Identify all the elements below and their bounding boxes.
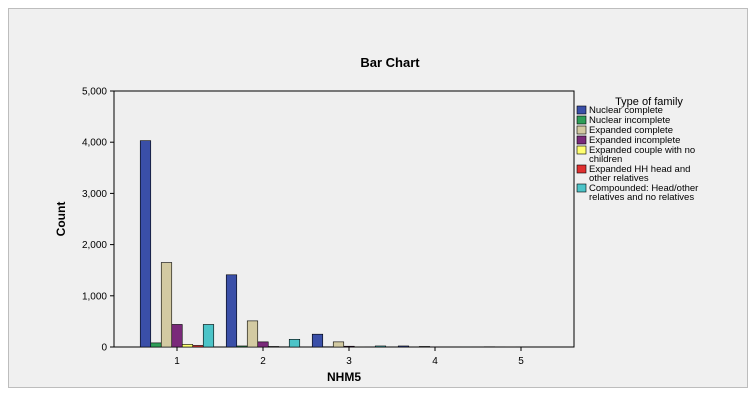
- legend-swatch: [576, 145, 587, 155]
- y-tick-label: 4,000: [82, 138, 107, 149]
- legend-label: Nuclear incomplete: [589, 115, 670, 126]
- legend-label: Expanded couple with no: [589, 145, 695, 156]
- bar: [139, 140, 152, 348]
- legend-swatch: [576, 115, 587, 125]
- bar: [181, 344, 194, 348]
- legend-label: Expanded incomplete: [589, 135, 680, 146]
- y-tick-label: 5,000: [82, 87, 107, 98]
- plot-area: [113, 90, 575, 348]
- bar: [374, 345, 387, 348]
- x-tick-label: 1: [174, 356, 180, 367]
- legend-swatch: [576, 135, 587, 145]
- y-tick-label: 0: [101, 343, 107, 354]
- legend-title: Type of family: [615, 96, 683, 108]
- bar-chart: Bar Chart 0 1,000 2,000 3,000 4,000 5,000 1 2 3…: [54, 55, 698, 384]
- chart-title: Bar Chart: [360, 55, 420, 70]
- y-tick-label: 1,000: [82, 291, 107, 302]
- legend-label: other relatives: [589, 173, 649, 184]
- bar: [332, 341, 345, 348]
- legend-label: Expanded complete: [589, 125, 673, 136]
- legend-swatch: [576, 105, 587, 115]
- y-axis: 0 1,000 2,000 3,000 4,000 5,000: [82, 87, 114, 354]
- bar: [192, 345, 204, 348]
- x-tick-label: 4: [432, 356, 438, 367]
- bar: [257, 341, 269, 348]
- legend-label: relatives and no relatives: [589, 192, 694, 203]
- bar: [343, 345, 355, 348]
- bar: [236, 345, 248, 348]
- legend-label: Expanded HH head and: [589, 164, 690, 175]
- bar: [418, 346, 431, 348]
- bar: [288, 339, 301, 348]
- legend-swatch: [576, 183, 587, 193]
- bar: [225, 274, 238, 348]
- legend-label: Compounded: Head/other: [589, 183, 698, 194]
- x-tick-label: 3: [346, 356, 352, 367]
- legend-swatch: [576, 125, 587, 135]
- bar: [246, 320, 259, 348]
- bar: [160, 262, 173, 348]
- chart-frame: Bar Chart 0 1,000 2,000 3,000 4,000 5,000 1 2 3…: [8, 8, 748, 388]
- y-tick-label: 2,000: [82, 240, 107, 251]
- bars: [139, 140, 517, 348]
- bar: [267, 346, 280, 348]
- bar: [311, 333, 324, 348]
- bar: [397, 345, 410, 348]
- y-axis-title: Count: [54, 202, 68, 237]
- bar: [150, 342, 162, 348]
- x-axis: 1 2 3 4 5: [174, 347, 524, 367]
- legend-swatch: [576, 164, 587, 174]
- x-tick-label: 5: [518, 356, 524, 367]
- y-tick-label: 3,000: [82, 189, 107, 200]
- x-tick-label: 2: [260, 356, 266, 367]
- legend-label: children: [589, 154, 622, 165]
- bar: [171, 324, 183, 348]
- x-axis-title: NHM5: [327, 370, 361, 384]
- bar: [202, 324, 215, 348]
- legend-label: Nuclear complete: [589, 105, 663, 116]
